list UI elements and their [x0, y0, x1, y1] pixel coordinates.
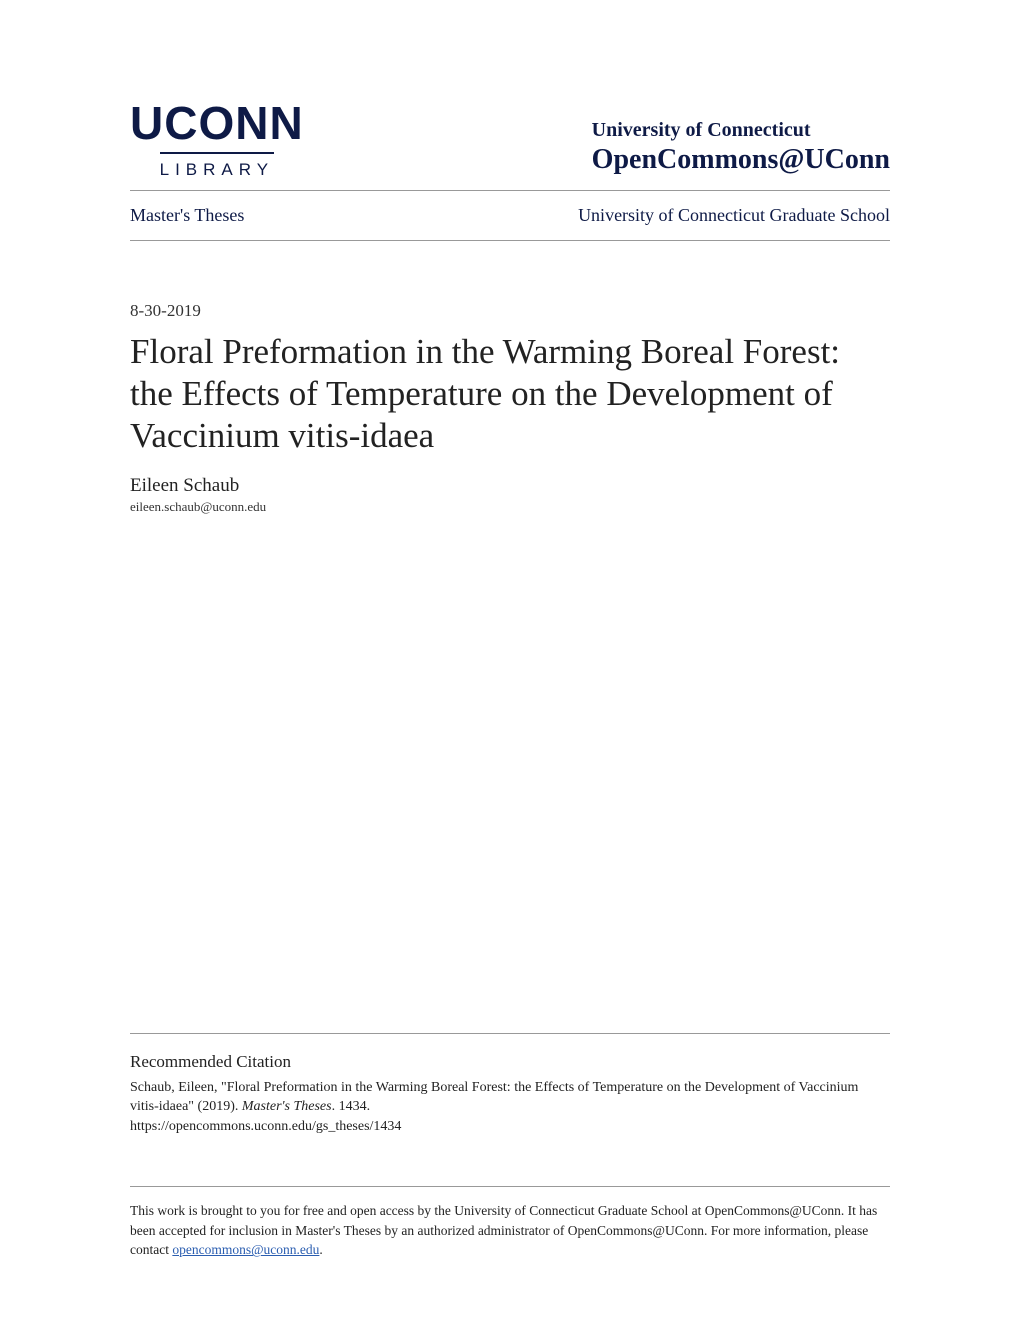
citation-text-suffix: . 1434.: [332, 1099, 371, 1114]
university-name: University of Connecticut: [592, 119, 890, 142]
citation-url: https://opencommons.uconn.edu/gs_theses/…: [130, 1119, 401, 1134]
header: UCONN LIBRARY University of Connecticut …: [130, 100, 890, 191]
publication-date: 8-30-2019: [130, 301, 890, 321]
logo-block: UCONN LIBRARY: [130, 100, 304, 180]
citation-heading: Recommended Citation: [130, 1052, 890, 1072]
logo-uconn: UCONN: [130, 100, 304, 146]
logo-library: LIBRARY: [160, 152, 274, 180]
breadcrumb: Master's Theses University of Connecticu…: [130, 191, 890, 241]
document-page: UCONN LIBRARY University of Connecticut …: [0, 0, 1020, 1320]
header-right: University of Connecticut OpenCommons@UC…: [592, 119, 890, 180]
breadcrumb-collection-link[interactable]: Master's Theses: [130, 205, 244, 226]
citation-text: Schaub, Eileen, "Floral Preformation in …: [130, 1078, 890, 1137]
content: 8-30-2019 Floral Preformation in the War…: [130, 241, 890, 1033]
author-email: eileen.schaub@uconn.edu: [130, 499, 890, 515]
contact-email-link[interactable]: opencommons@uconn.edu: [172, 1242, 319, 1257]
citation-section: Recommended Citation Schaub, Eileen, "Fl…: [130, 1033, 890, 1187]
author-name: Eileen Schaub: [130, 475, 890, 497]
access-section: This work is brought to you for free and…: [130, 1186, 890, 1260]
citation-italic: Master's Theses: [242, 1099, 332, 1114]
document-title: Floral Preformation in the Warming Borea…: [130, 331, 890, 457]
access-suffix: .: [319, 1242, 322, 1257]
repository-name: OpenCommons@UConn: [592, 144, 890, 176]
citation-text-prefix: Schaub, Eileen, "Floral Preformation in …: [130, 1080, 858, 1115]
footer: Recommended Citation Schaub, Eileen, "Fl…: [130, 1033, 890, 1260]
breadcrumb-school-link[interactable]: University of Connecticut Graduate Schoo…: [578, 205, 890, 226]
